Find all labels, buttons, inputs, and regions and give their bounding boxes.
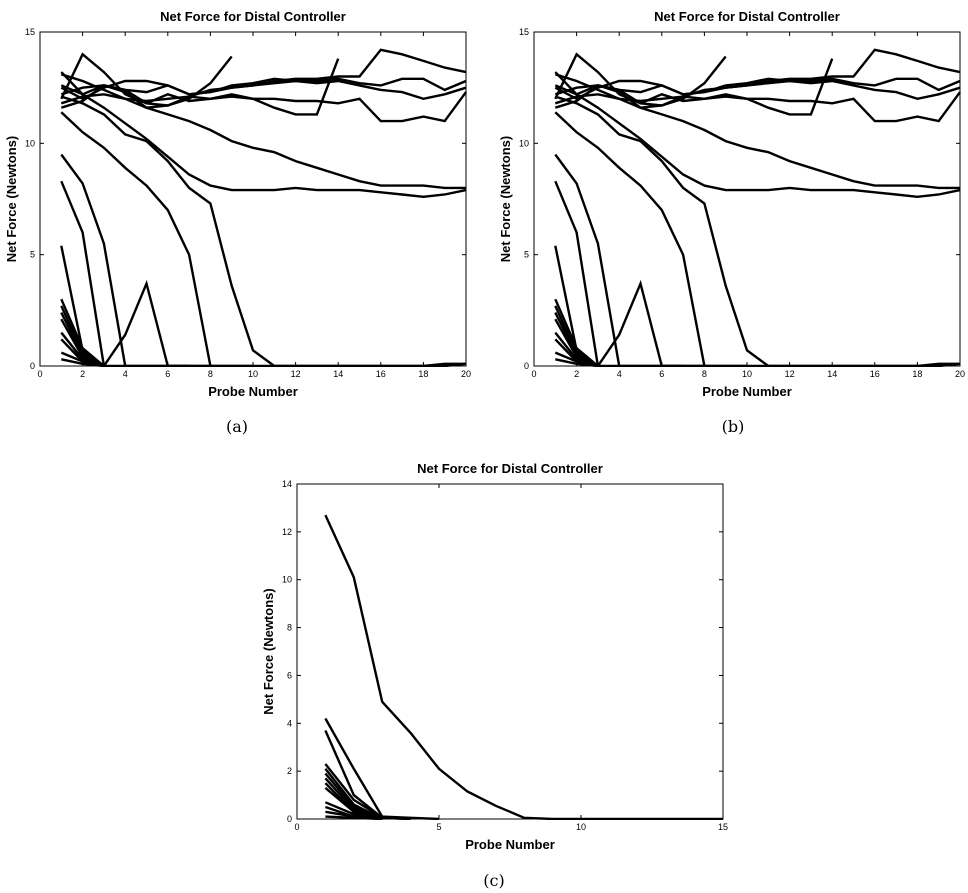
- panel-caption: (a): [226, 417, 248, 436]
- x-tick-label: 16: [376, 369, 386, 379]
- x-tick-label: 14: [333, 369, 343, 379]
- y-tick-label: 5: [30, 250, 35, 260]
- x-tick-label: 10: [248, 369, 258, 379]
- series-line-2: [554, 52, 834, 116]
- series-line-4: [60, 77, 467, 101]
- series-line-1: [324, 514, 723, 820]
- panel-caption: (c): [483, 871, 504, 890]
- series-line-14: [60, 298, 105, 367]
- series-group: [60, 48, 467, 367]
- x-tick-label: 5: [436, 822, 441, 832]
- x-tick-label: 0: [531, 369, 536, 379]
- series-line-13: [325, 815, 383, 820]
- x-tick-label: 10: [742, 369, 752, 379]
- x-tick-label: 20: [461, 369, 471, 379]
- series-group: [324, 514, 723, 820]
- x-tick-label: 2: [574, 369, 579, 379]
- series-line-8: [554, 84, 961, 199]
- y-tick-label: 14: [282, 479, 292, 489]
- x-tick-label: 2: [80, 369, 85, 379]
- x-axis-label: Probe Number: [702, 384, 792, 399]
- x-tick-label: 12: [785, 369, 795, 379]
- y-tick-label: 10: [282, 575, 292, 585]
- y-tick-label: 10: [25, 138, 35, 148]
- x-tick-label: 0: [294, 822, 299, 832]
- y-tick-label: 2: [287, 766, 292, 776]
- series-line-7: [60, 73, 466, 190]
- x-tick-label: 20: [955, 369, 965, 379]
- y-axis-label: Net Force (Newtons): [498, 136, 513, 262]
- x-tick-label: 18: [418, 369, 428, 379]
- x-tick-label: 6: [659, 369, 664, 379]
- y-tick-label: 15: [519, 27, 529, 37]
- series-line-5: [60, 79, 467, 107]
- chart-title: Net Force for Distal Controller: [417, 461, 603, 476]
- x-tick-label: 0: [37, 369, 42, 379]
- x-tick-label: 10: [576, 822, 586, 832]
- x-axis-label: Probe Number: [465, 837, 555, 852]
- x-axis-label: Probe Number: [208, 384, 298, 399]
- chart-panel-2: 0 2 4 6 8 10 12 14 16 18 20 0 5 10 15 Net Force for Dis…: [498, 9, 965, 436]
- series-line-7: [554, 73, 960, 190]
- series-line-14: [554, 298, 599, 367]
- series-line-5: [554, 79, 961, 107]
- chart-panel-3: 0 5 10 15 0 2 4 6 8 10 12 14 Net Force for Distal Co…: [261, 461, 728, 890]
- plot-frame: [296, 483, 724, 820]
- series-line-2: [60, 52, 340, 116]
- y-axis-label: Net Force (Newtons): [4, 136, 19, 262]
- series-line-4: [324, 763, 411, 820]
- x-tick-label: 8: [208, 369, 213, 379]
- y-tick-label: 6: [287, 670, 292, 680]
- y-tick-label: 8: [287, 623, 292, 633]
- series-line-10: [554, 95, 960, 367]
- x-tick-label: 8: [702, 369, 707, 379]
- y-tick-label: 5: [524, 250, 529, 260]
- chart-title: Net Force for Distal Controller: [654, 9, 840, 24]
- chart-title: Net Force for Distal Controller: [160, 9, 346, 24]
- series-line-10: [60, 95, 466, 367]
- y-tick-label: 0: [524, 361, 529, 371]
- y-tick-label: 0: [30, 361, 35, 371]
- y-axis-label: Net Force (Newtons): [261, 588, 276, 714]
- x-tick-label: 4: [617, 369, 622, 379]
- y-tick-label: 10: [519, 138, 529, 148]
- y-tick-label: 15: [25, 27, 35, 37]
- y-tick-label: 4: [287, 718, 292, 728]
- panel-caption: (b): [722, 417, 745, 436]
- x-tick-label: 6: [165, 369, 170, 379]
- x-tick-label: 16: [870, 369, 880, 379]
- x-tick-label: 14: [827, 369, 837, 379]
- x-tick-label: 12: [291, 369, 301, 379]
- chart-panel-1: 0 2 4 6 8 10 12 14 16 18 20 0 5 10 15 Net Force for Dis…: [4, 9, 471, 436]
- y-tick-label: 0: [287, 814, 292, 824]
- y-tick-label: 12: [282, 527, 292, 537]
- series-line-8: [60, 84, 467, 199]
- x-tick-label: 4: [123, 369, 128, 379]
- series-line-4: [554, 77, 961, 101]
- x-tick-label: 15: [718, 822, 728, 832]
- x-tick-label: 18: [912, 369, 922, 379]
